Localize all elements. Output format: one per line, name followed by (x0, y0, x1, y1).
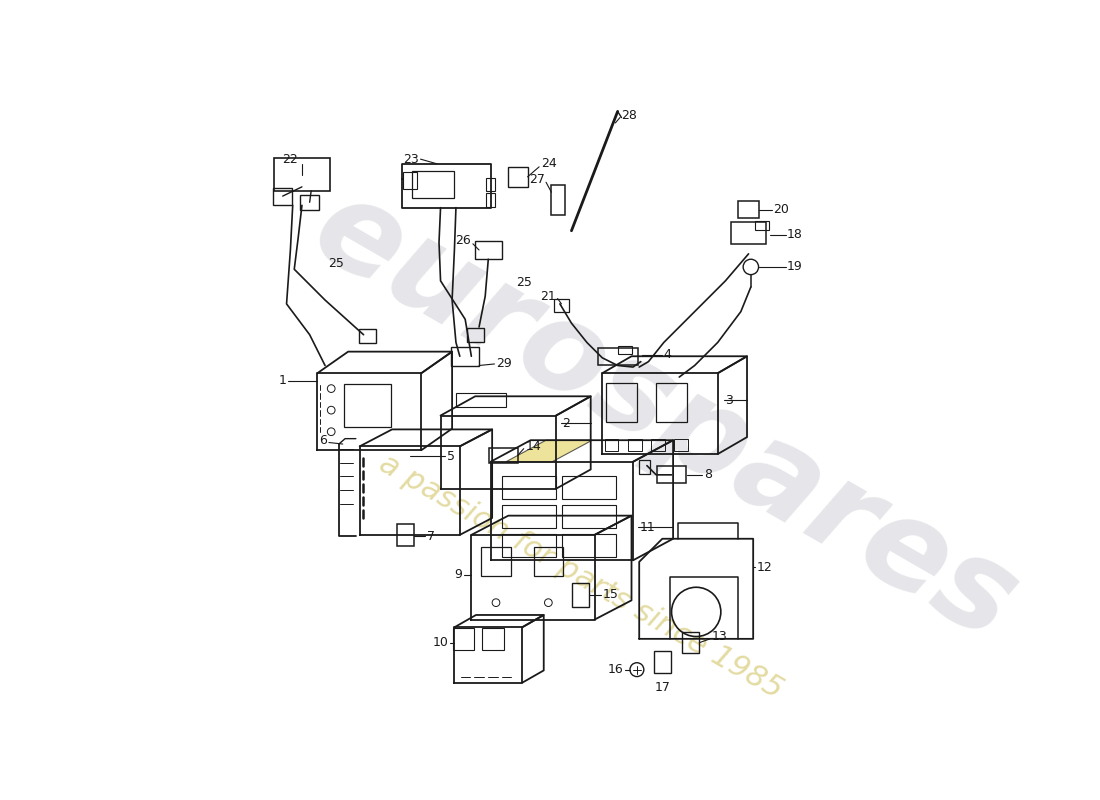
Text: 15: 15 (603, 589, 618, 602)
Text: 28: 28 (621, 109, 637, 122)
Bar (682, 632, 700, 654)
Bar (273, 188, 293, 205)
Text: 4: 4 (664, 348, 672, 362)
Bar (359, 330, 376, 343)
Bar (453, 628, 474, 650)
Text: 13: 13 (712, 630, 727, 643)
Bar (572, 582, 590, 607)
Bar (562, 534, 616, 558)
Text: 11: 11 (639, 521, 654, 534)
Bar (502, 534, 557, 558)
Bar (674, 439, 688, 450)
Bar (732, 222, 766, 244)
Text: 9: 9 (454, 569, 462, 582)
Bar (618, 346, 632, 354)
Text: 22: 22 (283, 153, 298, 166)
Bar (403, 172, 417, 189)
Text: 10: 10 (432, 636, 449, 650)
Text: 6: 6 (319, 434, 328, 447)
Bar (562, 476, 616, 498)
Text: 21: 21 (540, 290, 556, 302)
Bar (562, 505, 616, 528)
Text: 1: 1 (278, 374, 286, 387)
Bar (605, 439, 618, 450)
Bar (411, 171, 454, 198)
Text: 3: 3 (726, 394, 734, 406)
Bar (274, 158, 330, 190)
Bar (486, 193, 495, 207)
Text: 16: 16 (608, 663, 624, 676)
Bar (482, 628, 504, 650)
Bar (656, 383, 686, 422)
Bar (639, 460, 650, 474)
Text: 23: 23 (404, 153, 419, 166)
Text: 8: 8 (704, 468, 712, 482)
Text: 27: 27 (529, 173, 544, 186)
Bar (490, 448, 518, 463)
Bar (551, 185, 564, 215)
Text: 18: 18 (788, 228, 803, 241)
Text: 24: 24 (541, 158, 557, 170)
Bar (451, 347, 478, 366)
Bar (756, 221, 769, 230)
Bar (455, 394, 506, 407)
Bar (507, 167, 528, 187)
Text: 14: 14 (526, 440, 541, 453)
Bar (397, 524, 415, 546)
Bar (300, 194, 319, 210)
Bar (482, 547, 510, 577)
Bar (553, 299, 569, 311)
Text: 26: 26 (455, 234, 472, 247)
Bar (466, 328, 484, 342)
Bar (657, 466, 686, 483)
Text: 25: 25 (329, 258, 344, 270)
Bar (606, 383, 637, 422)
Text: 20: 20 (773, 203, 789, 217)
Text: 29: 29 (496, 358, 512, 370)
Text: 25: 25 (516, 276, 532, 289)
Bar (534, 547, 563, 577)
Text: 12: 12 (757, 561, 772, 574)
Bar (344, 384, 390, 426)
Bar (651, 439, 664, 450)
Bar (502, 505, 557, 528)
Bar (597, 348, 638, 365)
Bar (653, 651, 671, 673)
Bar (502, 476, 557, 498)
Text: 7: 7 (427, 530, 434, 543)
Text: 5: 5 (447, 450, 454, 463)
Text: 17: 17 (654, 682, 670, 694)
Text: a passion for parts since 1985: a passion for parts since 1985 (374, 449, 788, 704)
Polygon shape (506, 440, 592, 462)
Bar (738, 202, 759, 218)
Bar (628, 439, 641, 450)
Text: eurospares: eurospares (293, 166, 1037, 666)
Text: 19: 19 (788, 261, 803, 274)
Text: 2: 2 (562, 417, 570, 430)
Bar (486, 178, 495, 191)
Bar (475, 241, 502, 259)
